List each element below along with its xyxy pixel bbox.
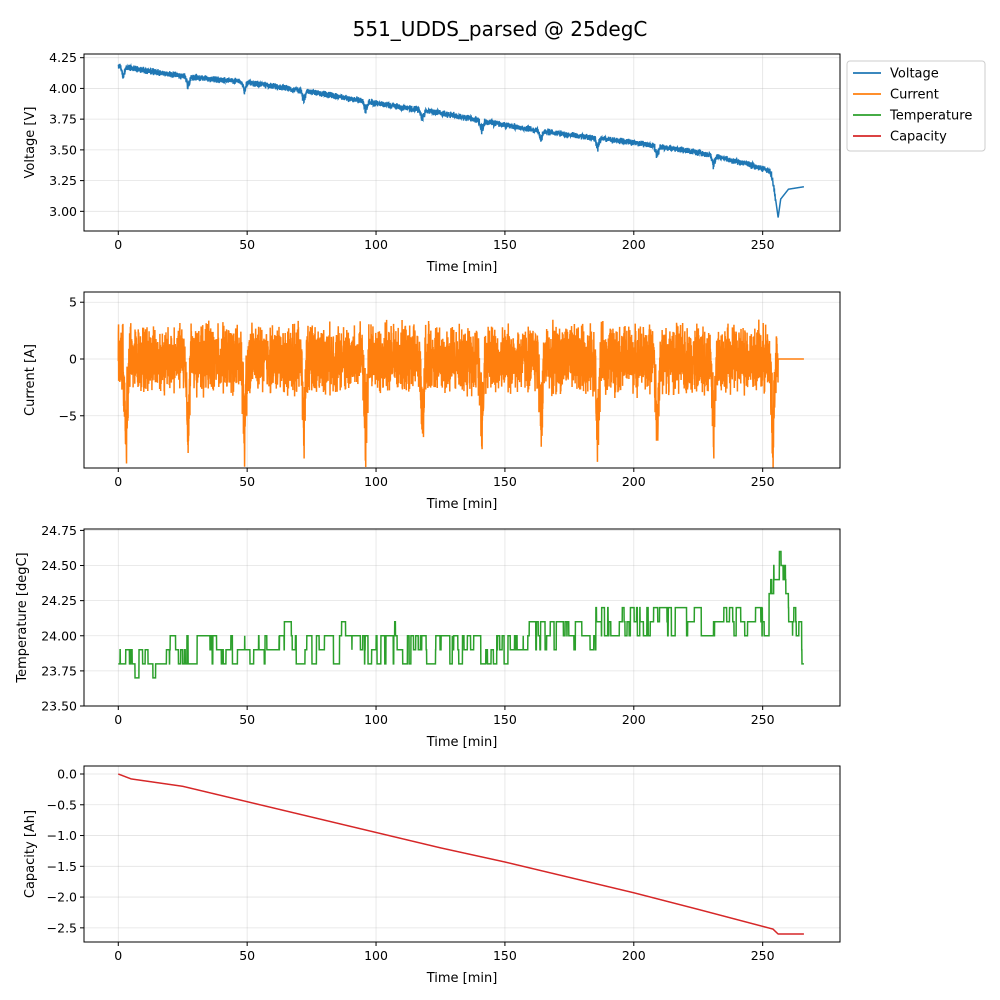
x-tick-label: 50 [239,237,255,252]
y-tick-label: 4.25 [49,50,77,65]
figure-title: 551_UDDS_parsed @ 25degC [353,17,648,41]
y-tick-label: 5 [69,295,77,310]
plot-frame [83,291,841,469]
y-tick-label: 3.75 [49,112,77,127]
legend: Voltage Current Temperature Capacity [846,60,986,152]
x-axis-label: Time [min] [426,971,498,986]
y-tick-label: 23.75 [41,663,77,678]
x-tick-label: 50 [239,948,255,963]
x-tick-label: 0 [114,712,122,727]
x-tick-label: 250 [751,474,775,489]
plot-frame [83,528,841,707]
legend-entry-label: Voltage [890,67,939,82]
panel-temperature: 0 50 100 150 200 250 23.50 23.75 24.00 24.25 24.50… [15,523,841,750]
panel-voltage: 0 50 100 150 200 250 3.00 3.25 3.50 3.75 4.00 4.25 T… [23,50,841,275]
x-tick-label: 150 [493,948,517,963]
legend-box [846,60,986,152]
y-tick-label: −2.5 [47,920,77,935]
x-tick-label: 50 [239,712,255,727]
series-line-voltage [117,63,805,218]
x-tick-label: 200 [622,948,646,963]
x-axis-label: Time [min] [426,735,498,750]
y-tick-label: −2.0 [47,890,77,905]
x-tick-label: 200 [622,712,646,727]
x-tick-label: 150 [493,712,517,727]
y-axis-label: Capacity [Ah] [23,810,38,898]
y-tick-label: 0.0 [57,767,77,782]
y-tick-label: 4.00 [49,81,77,96]
x-tick-label: 100 [364,712,388,727]
y-axis-label: Voltage [V] [23,107,38,179]
panel-capacity: 0 50 100 150 200 250 −2.5 −2.0 −1.5 −1.0 −0.5 0.0 Ti… [23,765,841,986]
y-tick-label: −5 [59,408,77,423]
y-tick-label: 24.75 [41,523,77,538]
y-tick-label: 24.00 [41,628,77,643]
x-tick-label: 200 [622,237,646,252]
x-tick-label: 100 [364,237,388,252]
legend-entry-label: Capacity [890,130,947,145]
x-tick-label: 250 [751,948,775,963]
x-tick-label: 0 [114,237,122,252]
x-tick-label: 0 [114,948,122,963]
y-axis-label: Current [A] [23,344,38,416]
x-axis-label: Time [min] [426,497,498,512]
plot-frame [83,53,841,232]
y-tick-label: 3.00 [49,204,77,219]
y-tick-label: 0 [69,351,77,366]
y-tick-label: 3.25 [49,173,77,188]
series-line-current [117,319,804,468]
x-axis-label: Time [min] [426,260,498,275]
y-tick-label: −1.0 [47,828,77,843]
y-axis-label: Temperature [degC] [15,552,30,683]
series-line-capacity [118,773,804,935]
legend-entry-label: Temperature [889,109,972,124]
x-tick-label: 150 [493,474,517,489]
y-tick-label: 24.25 [41,593,77,608]
x-tick-label: 100 [364,948,388,963]
y-tick-label: 23.50 [41,699,77,714]
x-tick-label: 50 [239,474,255,489]
y-tick-label: −1.5 [47,859,77,874]
y-tick-label: 24.50 [41,558,77,573]
x-tick-label: 250 [751,712,775,727]
plot-frame [83,765,841,943]
y-tick-label: 3.50 [49,142,77,157]
y-tick-label: −0.5 [47,797,77,812]
legend-entry-label: Current [890,88,939,103]
series-line-temperature [118,550,804,679]
x-tick-label: 100 [364,474,388,489]
x-tick-label: 150 [493,237,517,252]
x-tick-label: 250 [751,237,775,252]
panel-current: 0 50 100 150 200 250 −5 0 5 Time [min] Current [A] [23,291,841,512]
x-tick-label: 200 [622,474,646,489]
x-tick-label: 0 [114,474,122,489]
